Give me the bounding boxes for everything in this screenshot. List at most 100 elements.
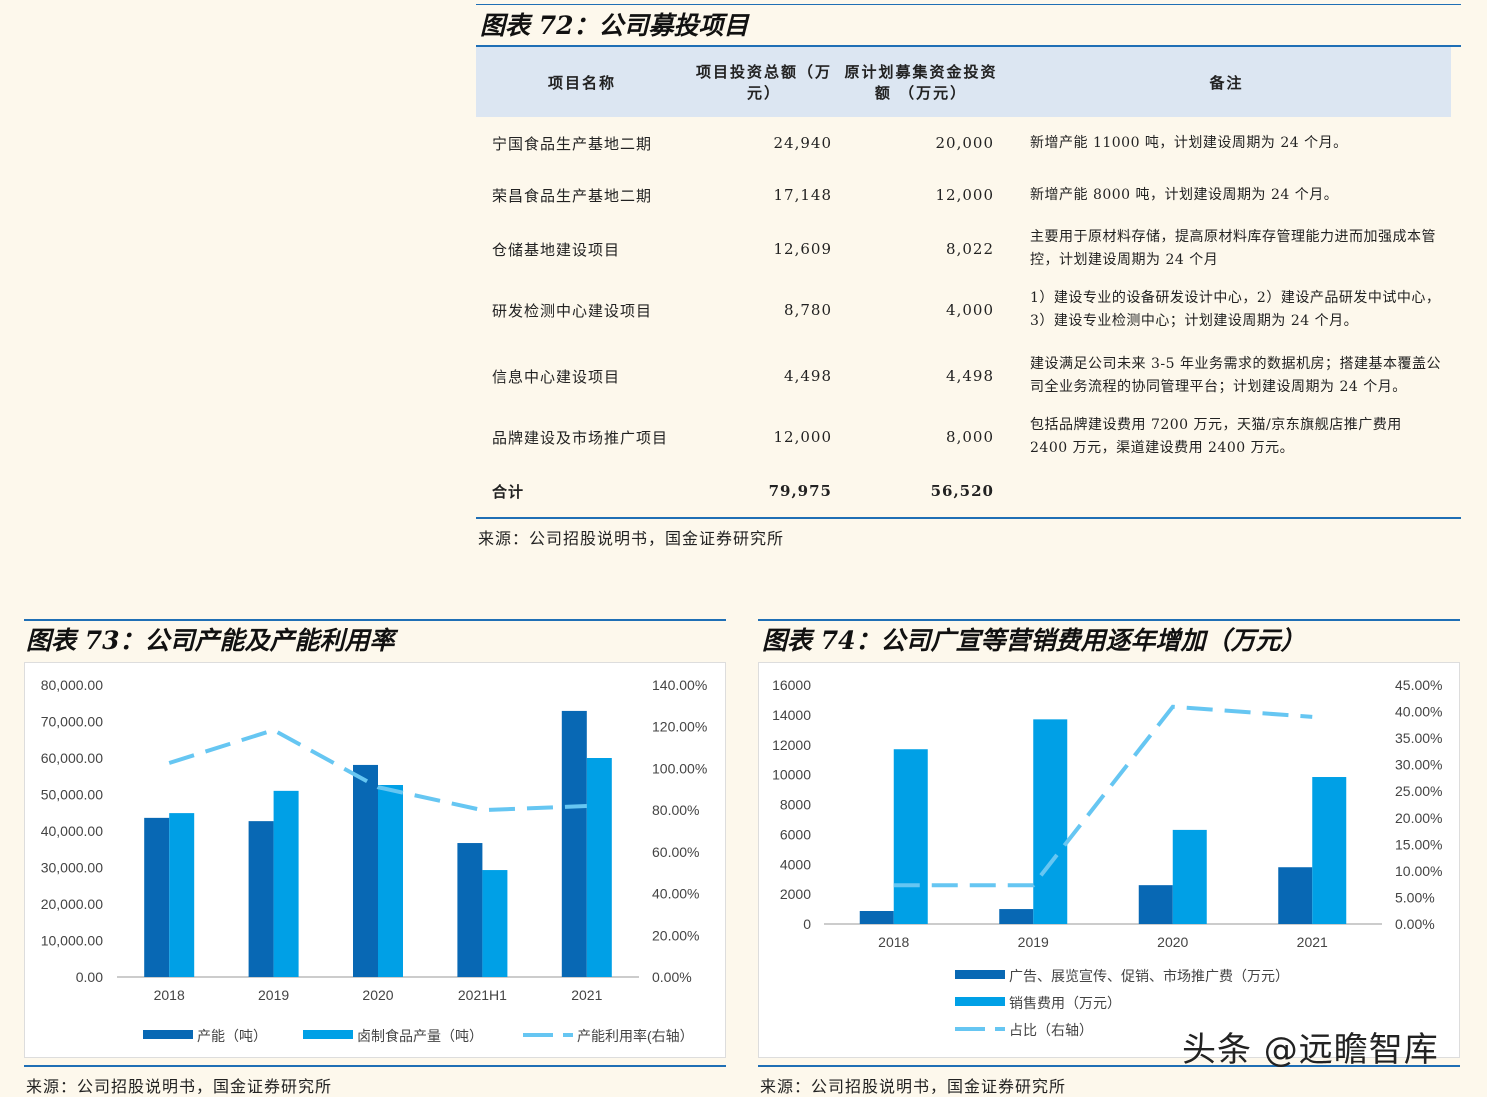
bar-2019-s0: [999, 909, 1034, 924]
line-series: [168, 727, 587, 813]
table-row: 研发检测中心建设项目 8,780 4,000 1）建设专业的设备研发设计中心，2）建设…: [476, 277, 1451, 343]
y2-tick-label: 0.00%: [1395, 916, 1435, 932]
chart73-title: 图表 73：公司产能及产能利用率: [26, 626, 395, 655]
bar-2021-s1: [1312, 777, 1347, 924]
y-tick-label: 0.00: [76, 969, 103, 985]
cell-raised: 4,498: [946, 367, 994, 385]
bar-2021-s1: [586, 758, 612, 977]
y2-tick-label: 20.00%: [1395, 810, 1442, 826]
y2-tick-label: 140.00%: [652, 677, 707, 693]
bar-2018-s0: [859, 911, 894, 924]
y2-tick-label: 20.00%: [652, 927, 699, 943]
bar-2021H1-s0: [457, 843, 483, 977]
y2-tick-label: 15.00%: [1395, 836, 1442, 852]
bar-2020-s0: [1138, 885, 1173, 924]
bar-2019-s0: [248, 821, 274, 977]
header-name: 项目名称: [476, 47, 688, 117]
y2-tick-label: 40.00%: [1395, 704, 1442, 720]
table-header-row: 项目名称 项目投资总额（万元） 原计划募集资金投资额 （万元） 备注: [476, 47, 1451, 117]
cell-total: 24,940: [773, 134, 832, 152]
bar-2021H1-s1: [482, 870, 508, 977]
legend-label: 卤制食品产量（吨）: [357, 1028, 483, 1044]
line-series: [893, 704, 1313, 888]
cell-note: 主要用于原材料存储，提高原材料库存管理能力进而加强成本管控，计划建设周期为 24…: [1030, 229, 1436, 268]
table72-source: 来源：公司招股说明书，国金证券研究所: [478, 529, 785, 548]
header-raised: 原计划募集资金投资额 （万元）: [840, 47, 1002, 117]
cell-note: 新增产能 11000 吨，计划建设周期为 24 个月。: [1030, 134, 1348, 151]
cell-total: 12,000: [773, 428, 832, 446]
cell-note: 建设满足公司未来 3-5 年业务需求的数据机房；搭建基本覆盖公司全业务流程的协同…: [1030, 356, 1441, 395]
x-tick-label: 2021H1: [458, 987, 507, 1003]
y-tick-label: 6000: [780, 826, 811, 842]
cell-total: 8,780: [784, 301, 832, 319]
legend-swatch: [303, 1030, 353, 1039]
bar-2021-s0: [561, 710, 587, 977]
table-row: 荣昌食品生产基地二期 17,148 12,000 新增产能 8000 吨，计划建设周期…: [476, 169, 1451, 221]
y-tick-label: 10,000.00: [41, 933, 103, 949]
legend-label: 产能利用率(右轴）: [577, 1028, 694, 1044]
cell-total: 79,975: [768, 482, 832, 500]
x-tick-label: 2019: [258, 987, 289, 1003]
cell-raised: 8,000: [946, 428, 994, 446]
table72: 项目名称 项目投资总额（万元） 原计划募集资金投资额 （万元） 备注 宁国食品生…: [476, 47, 1451, 517]
cell-raised: 8,022: [946, 240, 994, 258]
x-tick-label: 2021: [571, 987, 602, 1003]
bar-2020-s0: [353, 764, 378, 977]
cell-name: 宁国食品生产基地二期: [492, 134, 653, 153]
cell-name: 研发检测中心建设项目: [492, 301, 653, 320]
legend-swatch: [143, 1030, 193, 1039]
y2-tick-label: 40.00%: [652, 886, 699, 902]
cell-total: 12,609: [773, 240, 832, 258]
y-tick-label: 10000: [772, 767, 811, 783]
y-tick-label: 80,000.00: [41, 677, 103, 693]
cell-name: 合计: [492, 482, 525, 501]
y-tick-label: 70,000.00: [41, 714, 103, 730]
cell-note: 包括品牌建设费用 7200 万元，天猫/京东旗舰店推广费用 2400 万元，渠道…: [1030, 417, 1402, 456]
header-total: 项目投资总额（万元）: [688, 47, 840, 117]
table-row: 仓储基地建设项目 12,609 8,022 主要用于原材料存储，提高原材料库存管理能力…: [476, 221, 1451, 277]
table72-title: 图表 72：公司募投项目: [480, 11, 749, 40]
y2-tick-label: 5.00%: [1395, 889, 1435, 905]
cell-raised: 20,000: [935, 134, 994, 152]
chart73-source: 来源：公司招股说明书，国金证券研究所: [26, 1077, 333, 1096]
header-note: 备注: [1002, 47, 1451, 117]
bar-2018-s1: [169, 813, 195, 977]
legend-label: 产能（吨）: [197, 1028, 267, 1044]
y2-tick-label: 120.00%: [652, 719, 707, 735]
y2-tick-label: 100.00%: [652, 760, 707, 776]
cell-name: 仓储基地建设项目: [492, 240, 621, 259]
table-row: 信息中心建设项目 4,498 4,498 建设满足公司未来 3-5 年业务需求的数据机…: [476, 343, 1451, 409]
x-tick-label: 2020: [362, 987, 393, 1003]
y-tick-label: 14000: [772, 707, 811, 723]
y2-tick-label: 60.00%: [652, 844, 699, 860]
cell-raised: 12,000: [935, 186, 994, 204]
y2-tick-label: 45.00%: [1395, 677, 1442, 693]
x-tick-label: 2019: [1018, 934, 1049, 950]
legend-swatch: [955, 997, 1005, 1006]
cell-total: 4,498: [784, 367, 832, 385]
legend-label: 销售费用（万元）: [1009, 995, 1121, 1011]
table-row: 品牌建设及市场推广项目 12,000 8,000 包括品牌建设费用 7200 万元，天…: [476, 409, 1451, 465]
bar-2018-s1: [893, 749, 928, 924]
cell-note: 新增产能 8000 吨，计划建设周期为 24 个月。: [1030, 186, 1339, 203]
cell-note: [1002, 465, 1451, 517]
cell-name: 品牌建设及市场推广项目: [492, 428, 669, 447]
x-tick-label: 2020: [1157, 934, 1188, 950]
y2-tick-label: 0.00%: [652, 969, 692, 985]
y-tick-label: 50,000.00: [41, 787, 103, 803]
table-row: 宁国食品生产基地二期 24,940 20,000 新增产能 11000 吨，计划建设周…: [476, 117, 1451, 169]
y-tick-label: 2000: [780, 886, 811, 902]
chart74-title: 图表 74：公司广宣等营销费用逐年增加（万元）: [762, 626, 1306, 655]
x-tick-label: 2021: [1297, 934, 1328, 950]
table-row: 合计 79,975 56,520: [476, 465, 1451, 517]
y-tick-label: 4000: [780, 856, 811, 872]
bar-2020-s1: [378, 785, 403, 977]
legend-label: 广告、展览宣传、促销、市场推广费（万元）: [1009, 968, 1289, 984]
y-tick-label: 12000: [772, 737, 811, 753]
y-tick-label: 30,000.00: [41, 860, 103, 876]
y-tick-label: 8000: [780, 797, 811, 813]
watermark: 头条 @远瞻智库: [1182, 1030, 1439, 1070]
bar-2019-s1: [1033, 719, 1068, 924]
y2-tick-label: 80.00%: [652, 802, 699, 818]
y-tick-label: 60,000.00: [41, 750, 103, 766]
